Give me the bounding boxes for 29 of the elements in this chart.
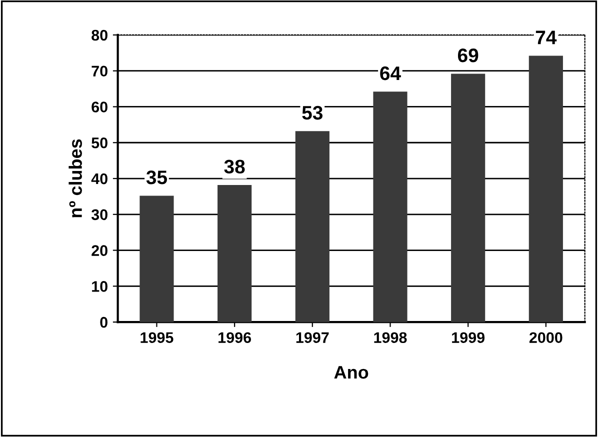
x-tick-label: 1996 (218, 332, 252, 344)
bar (295, 131, 330, 322)
x-tick-label: 1998 (374, 332, 407, 344)
x-tick-label: 2000 (529, 332, 562, 344)
y-tick-label: 20 (92, 245, 108, 256)
y-tick-label: 30 (91, 209, 108, 220)
x-tick-label: 1999 (452, 332, 485, 344)
data-label: 69 (458, 48, 478, 62)
data-label: 74 (536, 30, 557, 44)
data-label: 35 (146, 170, 167, 184)
y-tick-label: 10 (92, 281, 108, 292)
data-label: 64 (380, 66, 401, 80)
y-tick-label: 60 (92, 102, 108, 112)
y-tick-label: 80 (92, 30, 108, 41)
y-tick-label: 50 (92, 137, 108, 148)
data-label: 38 (224, 160, 245, 174)
bar (451, 74, 486, 322)
data-label: 53 (302, 106, 323, 120)
x-tick-label: 1995 (140, 332, 174, 344)
y-tick-label: 70 (92, 66, 108, 77)
bar (373, 92, 408, 322)
bar (218, 184, 252, 322)
x-tick-label: 1997 (296, 332, 329, 344)
bar (140, 196, 174, 322)
y-tick-label: 40 (91, 173, 108, 184)
y-tick-label: 0 (100, 316, 108, 328)
bar (528, 56, 563, 322)
x-axis-title: Ano (334, 366, 368, 379)
y-axis-title: nº clubes (68, 139, 82, 218)
